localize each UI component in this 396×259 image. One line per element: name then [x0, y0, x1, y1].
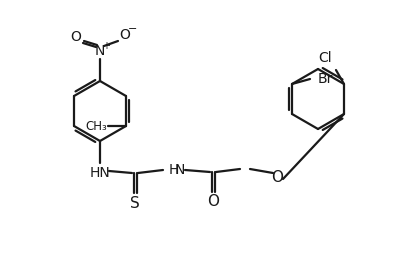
- Text: O: O: [70, 30, 82, 44]
- Text: +: +: [102, 41, 110, 51]
- Text: S: S: [130, 196, 140, 211]
- Text: −: −: [128, 24, 138, 34]
- Text: Br: Br: [317, 72, 333, 86]
- Text: H: H: [169, 163, 179, 177]
- Text: CH₃: CH₃: [85, 119, 107, 133]
- Text: N: N: [175, 163, 185, 177]
- Text: N: N: [95, 44, 105, 58]
- Text: Cl: Cl: [318, 51, 332, 65]
- Text: O: O: [120, 28, 130, 42]
- Text: O: O: [207, 195, 219, 210]
- Text: O: O: [271, 169, 283, 184]
- Text: HN: HN: [89, 166, 110, 180]
